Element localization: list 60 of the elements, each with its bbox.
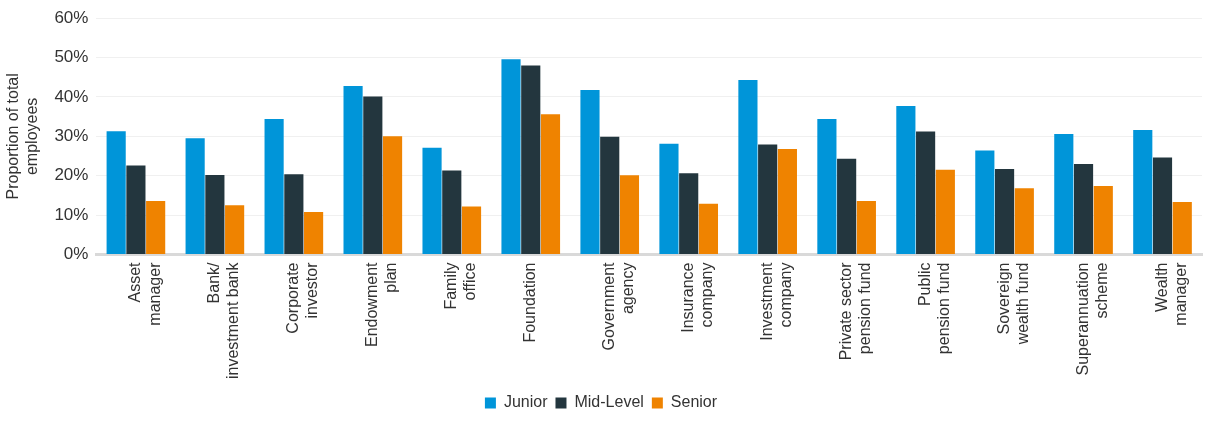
bar <box>363 96 383 254</box>
legend-label: Mid-Level <box>574 393 644 411</box>
bar <box>501 59 521 254</box>
legend-label: Senior <box>670 393 718 411</box>
x-tick-label: Superannuation scheme <box>1073 262 1111 376</box>
legend-label: Junior <box>503 393 549 411</box>
bar <box>146 200 166 254</box>
bar <box>1093 185 1113 254</box>
bar <box>106 131 126 254</box>
y-tick-label: 60% <box>54 7 89 27</box>
x-tick-label: Foundation <box>521 262 539 343</box>
bar <box>264 119 284 254</box>
bar <box>896 106 916 254</box>
bar <box>185 138 205 254</box>
bar <box>1152 157 1173 254</box>
bar <box>1133 130 1153 254</box>
bar <box>777 148 797 254</box>
bar <box>521 65 541 254</box>
y-tick-label: 0% <box>63 244 89 264</box>
x-tick-label: Endowment plan <box>363 261 400 347</box>
bar <box>995 169 1015 254</box>
bar <box>1073 163 1094 254</box>
x-tick-label: Family office <box>442 262 479 310</box>
y-tick-label: 40% <box>54 86 89 106</box>
bar <box>1054 133 1074 254</box>
bar <box>698 203 719 254</box>
x-tick-label: Corporate investor <box>284 261 321 334</box>
y-tick-label: 20% <box>54 165 89 185</box>
bar <box>659 143 679 254</box>
bar <box>422 147 442 254</box>
bar <box>1172 202 1192 254</box>
y-tick-label: 50% <box>54 47 89 67</box>
y-tick-label: 10% <box>54 204 89 224</box>
bar <box>284 174 304 254</box>
bar <box>205 174 225 254</box>
bar <box>382 136 403 254</box>
bar <box>1014 188 1034 254</box>
bar <box>343 85 363 254</box>
bar <box>975 150 995 254</box>
bar <box>738 80 758 254</box>
bar <box>935 169 955 254</box>
bar <box>442 170 462 254</box>
bar <box>817 119 837 254</box>
x-tick-label: Government agency <box>600 261 637 351</box>
y-tick-label: 30% <box>54 126 89 146</box>
bar <box>679 173 699 254</box>
bar <box>916 131 936 254</box>
bar <box>600 136 620 254</box>
x-tick-label: Asset manager <box>126 261 163 326</box>
y-axis-title: Proportion of total employees <box>4 73 41 200</box>
bar <box>619 175 640 254</box>
bar <box>540 114 561 254</box>
bar <box>304 211 324 254</box>
bar <box>580 89 600 254</box>
bar <box>837 158 857 254</box>
bar <box>225 205 245 254</box>
bar <box>856 200 876 254</box>
bar <box>461 206 482 254</box>
bar <box>758 144 778 254</box>
bar <box>126 165 146 254</box>
